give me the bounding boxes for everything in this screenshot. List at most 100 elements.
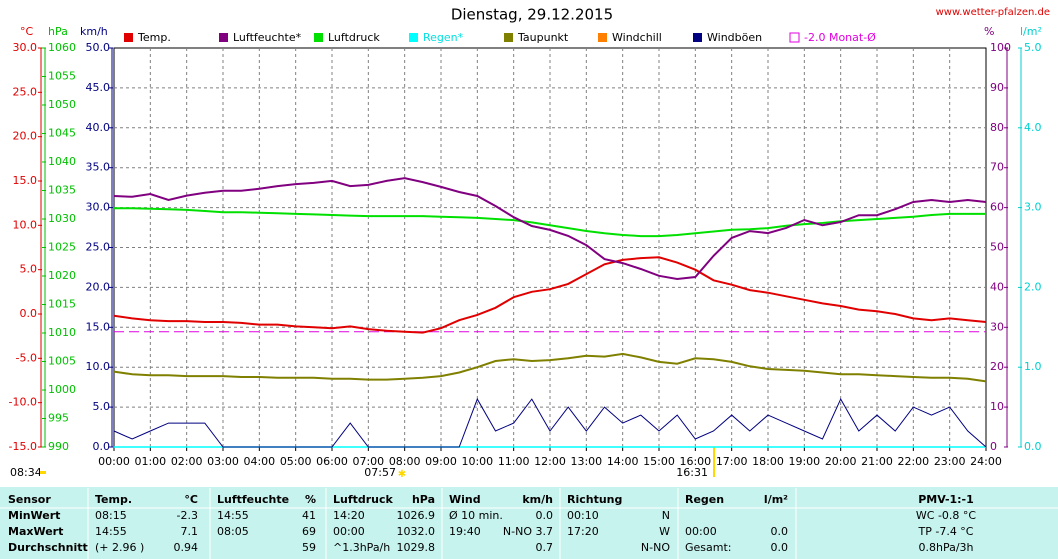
y-tick-label: 50 <box>990 241 1004 254</box>
axis-unit: % <box>984 25 994 38</box>
axis-unit: °C <box>20 25 34 38</box>
x-tick-label: 02:00 <box>171 455 203 468</box>
x-tick-label: 15:00 <box>643 455 675 468</box>
table-cell: 7.1 <box>181 525 199 538</box>
table-header: hPa <box>412 493 435 506</box>
x-tick-label: 11:00 <box>498 455 530 468</box>
legend-label: -2.0 Monat-Ø <box>804 31 876 44</box>
series-line <box>113 177 987 281</box>
legend-swatch <box>409 33 418 42</box>
y-tick-label: 0.0 <box>93 440 111 453</box>
y-tick-label: 0 <box>990 440 997 453</box>
table-cell: WC -0.8 °C <box>916 509 977 522</box>
y-tick-label: 995 <box>48 412 69 425</box>
y-tick-label: 100 <box>990 41 1011 54</box>
y-tick-label: 1050 <box>48 98 76 111</box>
y-tick-label: 1035 <box>48 184 76 197</box>
table-header: % <box>305 493 316 506</box>
y-tick-label: 1040 <box>48 155 76 168</box>
x-tick-label: 05:00 <box>280 455 312 468</box>
table-cell: MinWert <box>8 509 60 522</box>
y-tick-label: 40 <box>990 280 1004 293</box>
table-header: Sensor <box>8 493 51 506</box>
y-tick-label: 90 <box>990 81 1004 94</box>
y-tick-label: 30.0 <box>86 201 111 214</box>
x-tick-label: 18:00 <box>752 455 784 468</box>
axis-unit: km/h <box>80 25 108 38</box>
table-cell: 08:15 <box>95 509 127 522</box>
y-tick-label: 1005 <box>48 355 76 368</box>
table-cell: W <box>659 525 670 538</box>
y-tick-label: 10 <box>990 400 1004 413</box>
legend-swatch <box>124 33 133 42</box>
y-tick-label: 10.0 <box>86 360 111 373</box>
table-cell: 17:20 <box>567 525 599 538</box>
y-tick-label: 50.0 <box>86 41 111 54</box>
legend-swatch <box>504 33 513 42</box>
x-tick-label: 08:00 <box>389 455 421 468</box>
x-tick-label: 12:00 <box>534 455 566 468</box>
y-tick-label: 2.0 <box>1024 280 1042 293</box>
y-tick-label: 80 <box>990 121 1004 134</box>
x-tick-label: 19:00 <box>788 455 820 468</box>
sunrise-marker: ✱ <box>398 469 406 480</box>
chart-title: Dienstag, 29.12.2015 <box>451 6 613 24</box>
table-cell: 08:05 <box>217 525 249 538</box>
y-tick-label: 1055 <box>48 70 76 83</box>
x-tick-label: 03:00 <box>207 455 239 468</box>
y-tick-label: 20.0 <box>86 280 111 293</box>
y-tick-label: 60 <box>990 201 1004 214</box>
table-header: km/h <box>522 493 553 506</box>
table-cell: 0.94 <box>174 541 199 554</box>
table-cell: 14:20 <box>333 509 365 522</box>
table-header: Wind <box>449 493 481 506</box>
table-cell: 0.8hPa/3h <box>918 541 973 554</box>
axis-unit: hPa <box>48 25 68 38</box>
table-cell: 00:00 <box>333 525 365 538</box>
y-tick-label: 3.0 <box>1024 201 1042 214</box>
y-tick-label: 1020 <box>48 269 76 282</box>
y-tick-label: 5.0 <box>93 400 111 413</box>
source: www.wetter-pfalzen.de <box>936 7 1050 18</box>
y-tick-label: 25.0 <box>86 241 111 254</box>
x-tick-label: 13:00 <box>570 455 602 468</box>
table-cell: TP -7.4 °C <box>918 525 974 538</box>
legend-label: Windböen <box>707 31 762 44</box>
series-line <box>113 256 987 334</box>
y-tick-label: 1060 <box>48 41 76 54</box>
y-tick-label: 1000 <box>48 383 76 396</box>
y-tick-label: 1045 <box>48 127 76 140</box>
table-cell: ^1.3hPa/h <box>333 541 390 554</box>
annotation: 08:34 <box>10 466 42 479</box>
y-tick-label: 15.0 <box>86 320 111 333</box>
table-header: Regen <box>685 493 724 506</box>
legend-label: Luftfeuchte* <box>233 31 302 44</box>
y-tick-label: 15.0 <box>13 174 38 187</box>
y-tick-label: 1025 <box>48 241 76 254</box>
y-tick-label: 4.0 <box>1024 121 1042 134</box>
y-tick-label: 0.0 <box>20 307 38 320</box>
y-tick-label: 1.0 <box>1024 360 1042 373</box>
y-tick-label: -10.0 <box>9 396 37 409</box>
y-tick-label: 5.0 <box>20 263 38 276</box>
x-tick-label: 16:00 <box>679 455 711 468</box>
legend-label: Windchill <box>612 31 662 44</box>
y-tick-label: 10.0 <box>13 218 38 231</box>
y-tick-label: 20.0 <box>13 130 38 143</box>
table-cell: N-NO <box>641 541 670 554</box>
table-cell: 0.0 <box>536 509 554 522</box>
table-cell: 0.7 <box>536 541 554 554</box>
x-tick-label: 21:00 <box>861 455 893 468</box>
table-cell: 19:40 <box>449 525 481 538</box>
x-tick-label: 06:00 <box>316 455 348 468</box>
y-tick-label: -5.0 <box>16 351 37 364</box>
y-tick-label: 35.0 <box>86 161 111 174</box>
legend-swatch <box>219 33 228 42</box>
table-cell: 1026.9 <box>397 509 436 522</box>
y-tick-label: 25.0 <box>13 85 38 98</box>
y-tick-label: 1030 <box>48 212 76 225</box>
annotation: 07:57 <box>364 466 396 479</box>
table-header: Luftdruck <box>333 493 394 506</box>
x-tick-label: 10:00 <box>461 455 493 468</box>
legend-label: Taupunkt <box>517 31 569 44</box>
